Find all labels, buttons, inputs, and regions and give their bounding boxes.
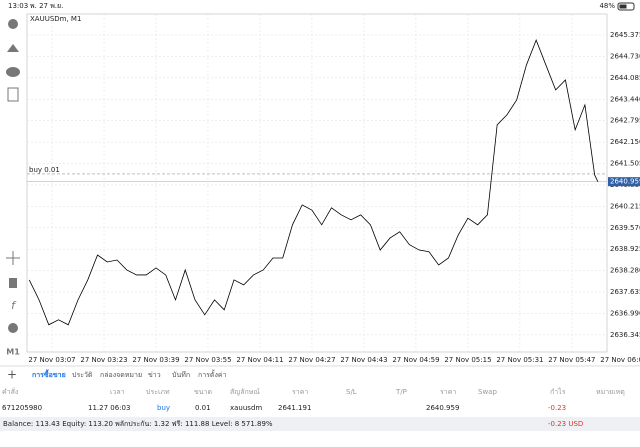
cell: 0.01 [195, 404, 211, 412]
icon-indicators[interactable]: f [11, 299, 17, 312]
x-tick-label: 27 Nov 05:47 [548, 356, 595, 364]
icon-trade[interactable] [7, 44, 19, 52]
add-button[interactable]: + [7, 368, 17, 382]
x-tick-label: 27 Nov 03:39 [132, 356, 179, 364]
column-header: หมายเหตุ [596, 388, 625, 396]
x-tick-label: 27 Nov 05:15 [444, 356, 491, 364]
status-battery: 48% [599, 2, 615, 10]
tab[interactable]: ประวัติ [72, 371, 93, 379]
y-tick-label: 2642.795 [610, 117, 640, 125]
x-tick-label: 27 Nov 04:27 [288, 356, 335, 364]
y-tick-label: 2645.375 [610, 31, 640, 39]
bid-label: 2640.959 [610, 178, 640, 186]
x-tick-label: 27 Nov 04:43 [340, 356, 387, 364]
positions-table: คำสั่ง เวลา ประเภท ขนาด สัญลักษณ์ ราคา S/L T/P ร… [2, 387, 625, 412]
tab[interactable]: บันทึก [172, 370, 190, 379]
x-tick-label: 27 Nov 04:11 [236, 356, 283, 364]
bid-tag [608, 177, 640, 187]
x-tick-label: 27 Nov 03:23 [80, 356, 127, 364]
x-tick-label: 27 Nov 04:59 [392, 356, 439, 364]
icon-account[interactable] [8, 19, 18, 29]
column-header: ประเภท [146, 388, 170, 396]
column-header: สัญลักษณ์ [230, 388, 260, 396]
y-tick-label: 2636.345 [610, 331, 640, 339]
column-header: กำไร [550, 387, 566, 396]
tab[interactable]: การตั้งค่า [198, 368, 227, 379]
x-tick-label: 27 Nov 06:03 [600, 356, 640, 364]
column-header: Swap [478, 388, 497, 396]
column-header: เวลา [110, 388, 125, 396]
column-header: ราคา [440, 388, 456, 396]
tab[interactable]: การซื้อขาย [32, 368, 66, 379]
footer-profit: -0.23 USD [548, 420, 583, 428]
y-tick-label: 2638.280 [610, 267, 640, 275]
battery-icon [617, 2, 635, 11]
y-tick-label: 2640.215 [610, 202, 640, 210]
chart: 2645.375 2644.730 2644.085 2643.440 2642.795… [27, 14, 640, 364]
x-tick-label: 27 Nov 03:55 [184, 356, 231, 364]
cell: -0.23 [548, 404, 566, 412]
column-header: T/P [395, 388, 407, 396]
footer-bar [0, 417, 640, 431]
tab[interactable]: ข่าว [148, 371, 161, 379]
icon-crosshair[interactable] [6, 251, 20, 265]
status-date: พ. 27 พ.ย. [30, 2, 63, 10]
timeframe-button[interactable]: M1 [6, 348, 20, 357]
tab[interactable]: กล่องจดหมาย [100, 371, 142, 379]
chart-frame [26, 13, 608, 353]
column-header: ราคา [292, 388, 308, 396]
cell: 2640.959 [426, 404, 459, 412]
y-tick-label: 2644.730 [610, 52, 640, 60]
x-tick-label: 27 Nov 03:07 [28, 356, 75, 364]
cell: xauusdm [230, 404, 262, 412]
y-tick-label: 2638.925 [610, 245, 640, 253]
column-header: S/L [346, 388, 357, 396]
y-tick-label: 2637.635 [610, 288, 640, 296]
y-tick-label: 2642.150 [610, 138, 640, 146]
icon-candles[interactable] [9, 278, 17, 288]
tabs: การซื้อขาย ประวัติ กล่องจดหมาย ข่าว บันทึก กา… [32, 368, 227, 379]
cell: 671205980 [2, 404, 42, 412]
icon-new[interactable] [7, 87, 19, 102]
y-tick-label: 2644.085 [610, 74, 640, 82]
column-header: ขนาด [194, 388, 212, 396]
status-time: 13:03 [8, 2, 28, 10]
icon-chat[interactable] [6, 67, 20, 77]
battery-level [619, 4, 627, 9]
order-label: buy 0.01 [29, 166, 60, 174]
left-toolbar: f M1 [6, 19, 20, 357]
y-tick-label: 2641.505 [610, 160, 640, 168]
cell: 11.27 06:03 [88, 404, 130, 412]
icon-objects[interactable] [8, 323, 18, 333]
chart-title: XAUUSDm, M1 [30, 15, 81, 23]
footer-summary: Balance: 113.43 Equity: 113.20 พลักประกั… [3, 420, 273, 428]
cell: 2641.191 [278, 404, 311, 412]
price-line [28, 39, 599, 326]
x-tick-label: 27 Nov 05:31 [496, 356, 543, 364]
column-header: คำสั่ง [2, 387, 18, 396]
y-tick-label: 2643.440 [610, 95, 640, 103]
y-tick-label: 2639.570 [610, 224, 640, 232]
y-tick-label: 2636.990 [610, 309, 640, 317]
cell: buy [157, 404, 170, 412]
